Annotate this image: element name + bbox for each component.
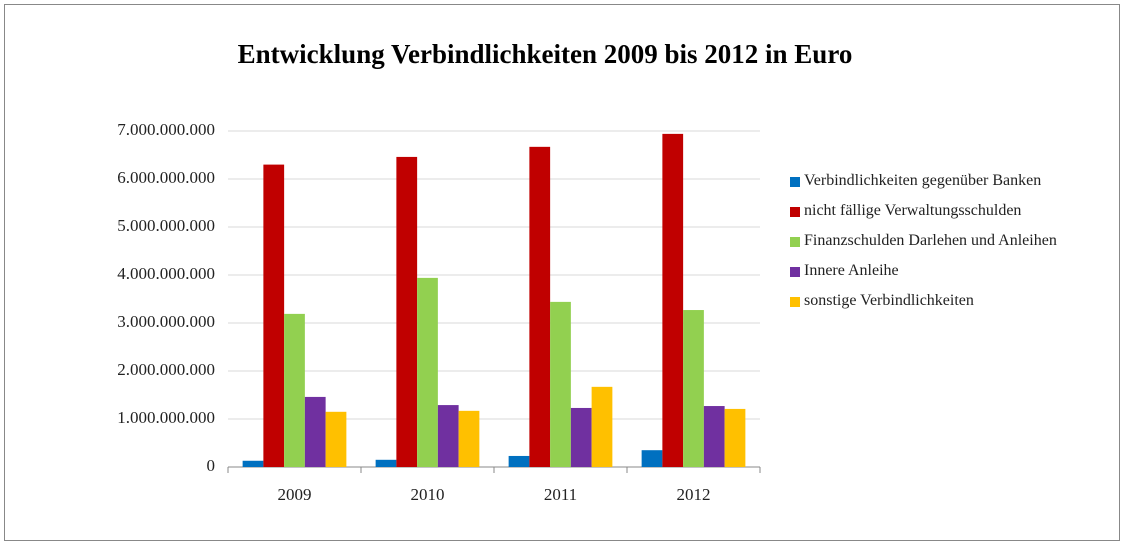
x-tick-label: 2011 (544, 485, 577, 504)
legend-item: nicht fällige Verwaltungsschulden (790, 200, 1110, 222)
legend-label: Innere Anleihe (804, 262, 899, 279)
bar (662, 133, 684, 467)
y-tick-label: 2.000.000.000 (117, 360, 215, 379)
bar (683, 310, 704, 467)
bar (375, 459, 397, 467)
bar (284, 313, 305, 467)
bar (703, 406, 725, 467)
bar (591, 386, 613, 467)
legend-label: nicht fällige Verwaltungsschulden (804, 202, 1022, 219)
bar (396, 156, 418, 468)
y-tick-label: 5.000.000.000 (117, 216, 215, 235)
bar (242, 460, 264, 467)
bar (529, 146, 551, 467)
legend-swatch (790, 177, 800, 187)
y-tick-label: 4.000.000.000 (117, 264, 215, 283)
legend-label: Verbindlichkeiten gegenüber Banken (804, 172, 1042, 189)
chart-title: Entwicklung Verbindlichkeiten 2009 bis 2… (238, 39, 853, 69)
y-tick-label: 3.000.000.000 (117, 312, 215, 331)
legend-swatch (790, 267, 800, 277)
y-tick-label: 1.000.000.000 (117, 408, 215, 427)
bar (724, 408, 746, 467)
legend-label: Finanzschulden Darlehen und Anleihen (804, 232, 1057, 249)
bar (263, 164, 285, 467)
legend-item: Verbindlichkeiten gegenüber Banken (790, 170, 1110, 192)
bar (417, 277, 438, 467)
legend-item: Innere Anleihe (790, 260, 1110, 282)
legend-swatch (790, 237, 800, 247)
bar (437, 405, 459, 467)
bar (550, 301, 571, 467)
y-tick-label: 7.000.000.000 (117, 120, 215, 139)
legend-item: sonstige Verbindlichkeiten (790, 290, 1110, 312)
x-tick-label: 2010 (411, 485, 445, 504)
bar (304, 396, 326, 467)
bar (641, 450, 663, 467)
x-tick-label: 2012 (677, 485, 711, 504)
legend: Verbindlichkeiten gegenüber Banken nicht … (790, 170, 1110, 320)
bar (570, 407, 592, 467)
x-tick-label: 2009 (278, 485, 312, 504)
bar (458, 410, 480, 467)
bar (508, 455, 530, 467)
legend-item: Finanzschulden Darlehen und Anleihen (790, 230, 1110, 252)
y-tick-label: 0 (207, 456, 216, 475)
bar (325, 411, 347, 467)
legend-label: sonstige Verbindlichkeiten (804, 292, 974, 309)
legend-swatch (790, 207, 800, 217)
y-tick-label: 6.000.000.000 (117, 168, 215, 187)
legend-swatch (790, 297, 800, 307)
